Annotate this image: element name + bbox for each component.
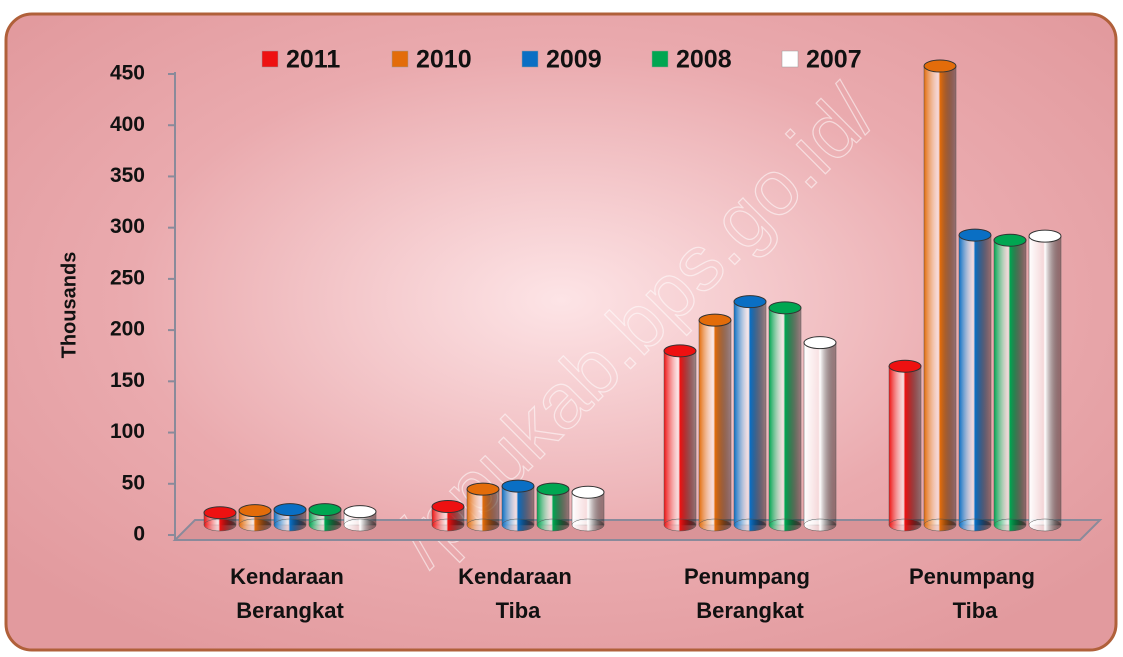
y-tick-label: 300 xyxy=(110,215,145,238)
y-tick-label: 400 xyxy=(110,113,145,136)
bar-top xyxy=(663,344,697,358)
bar-base xyxy=(431,518,465,532)
legend-label: 2009 xyxy=(546,46,602,74)
bar xyxy=(663,350,697,526)
y-tick-label: 50 xyxy=(122,471,145,494)
floor xyxy=(172,519,1103,541)
y-tick-label: 250 xyxy=(110,266,145,289)
bar-top xyxy=(733,295,767,309)
bar-top xyxy=(993,233,1027,247)
bar-base xyxy=(501,518,535,532)
bar-top xyxy=(238,504,272,518)
legend-swatch xyxy=(651,50,669,68)
x-tick-label: Kendaraan Berangkat xyxy=(230,564,350,623)
bar-base xyxy=(698,518,732,532)
bar-base xyxy=(343,518,377,532)
bar-top xyxy=(431,500,465,514)
bar xyxy=(1028,235,1062,526)
bar-base xyxy=(1028,518,1062,532)
bar-base xyxy=(536,518,570,532)
bar-base xyxy=(466,518,500,532)
bar-top xyxy=(803,336,837,350)
y-tick-label: 100 xyxy=(110,420,145,443)
bar-top xyxy=(923,59,957,73)
bar-base xyxy=(958,518,992,532)
bar-top xyxy=(466,482,500,496)
y-tick-label: 450 xyxy=(110,62,145,85)
bar-base xyxy=(993,518,1027,532)
bar-base xyxy=(663,518,697,532)
legend-swatch xyxy=(781,50,799,68)
bar xyxy=(768,307,802,526)
x-tick-label: Penumpang Berangkat xyxy=(684,564,816,623)
bar-base xyxy=(203,518,237,532)
legend-label: 2010 xyxy=(416,46,472,74)
bar-top xyxy=(888,359,922,373)
y-tick-label: 200 xyxy=(110,318,145,341)
y-tick-label: 150 xyxy=(110,369,145,392)
bar-top xyxy=(308,503,342,517)
y-tick-label: 0 xyxy=(133,523,145,546)
bar-base xyxy=(733,518,767,532)
legend-swatch xyxy=(521,50,539,68)
bar-top xyxy=(273,503,307,517)
bar-top xyxy=(1028,229,1062,243)
bar xyxy=(698,319,732,526)
legend-label: 2008 xyxy=(676,46,732,74)
bar-top xyxy=(536,482,570,496)
bar-top xyxy=(768,301,802,315)
legend-label: 2007 xyxy=(806,46,862,74)
bar xyxy=(958,234,992,526)
bar-base xyxy=(571,518,605,532)
legend-label: 2011 xyxy=(286,46,340,74)
x-tick-label: Kendaraan Tiba xyxy=(458,564,578,623)
bar-base xyxy=(888,518,922,532)
y-tick-label: 350 xyxy=(110,164,145,187)
x-tick-label: Penumpang Tiba xyxy=(909,564,1041,623)
y-axis-label: Thousands xyxy=(58,252,80,359)
legend-swatch xyxy=(261,50,279,68)
bar-top xyxy=(698,313,732,327)
bar xyxy=(803,342,837,526)
bar-top xyxy=(343,505,377,519)
bar-base xyxy=(768,518,802,532)
bar-base xyxy=(803,518,837,532)
bar-base xyxy=(238,518,272,532)
bar-top xyxy=(571,485,605,499)
bar-base xyxy=(308,518,342,532)
bar-top xyxy=(203,506,237,520)
bar-base xyxy=(923,518,957,532)
bar xyxy=(993,239,1027,526)
bar-top xyxy=(501,479,535,493)
bar xyxy=(733,301,767,526)
bar xyxy=(888,365,922,526)
legend-swatch xyxy=(391,50,409,68)
bar xyxy=(923,65,957,526)
bar-top xyxy=(958,228,992,242)
bar-base xyxy=(273,518,307,532)
frame xyxy=(4,12,1118,652)
